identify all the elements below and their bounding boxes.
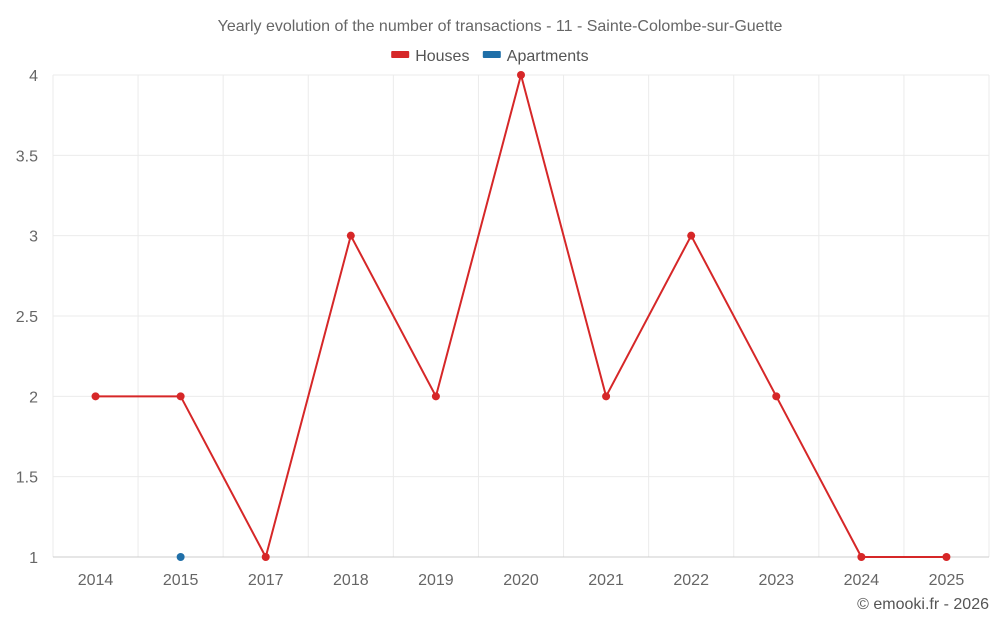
y-tick-label: 4 <box>29 68 38 85</box>
legend-item-houses[interactable]: Houses <box>391 48 469 65</box>
y-tick-label: 3.5 <box>16 148 38 165</box>
credit-text: © emooki.fr - 2026 <box>857 596 989 613</box>
x-tick-label: 2021 <box>588 572 624 589</box>
data-point-houses[interactable] <box>772 392 781 401</box>
y-axis-ticks: 1 1.5 2 2.5 3 3.5 4 <box>16 68 38 567</box>
data-point-apartments[interactable] <box>176 553 185 561</box>
data-point-houses[interactable] <box>176 392 185 401</box>
data-point-houses[interactable] <box>942 553 951 561</box>
y-tick-label: 2.5 <box>16 309 38 326</box>
x-axis-ticks: 2014 2015 2017 2018 2019 2020 2021 2022 2023 2024… <box>78 572 965 589</box>
data-point-houses[interactable] <box>517 71 525 79</box>
legend-swatch <box>391 51 410 58</box>
grid <box>52 74 990 558</box>
chart-title: Yearly evolution of the number of transa… <box>218 18 783 35</box>
y-tick-label: 1.5 <box>16 470 38 487</box>
series-layer <box>91 71 951 561</box>
x-tick-label: 2014 <box>78 572 114 589</box>
data-point-houses[interactable] <box>91 392 100 401</box>
x-tick-label: 2022 <box>673 572 709 589</box>
series-apartments <box>176 553 185 561</box>
data-point-houses[interactable] <box>687 231 696 240</box>
legend-item-apartments[interactable]: Apartments <box>482 48 589 65</box>
data-point-houses[interactable] <box>857 553 866 561</box>
x-tick-label: 2017 <box>248 572 284 589</box>
y-tick-label: 1 <box>29 550 38 567</box>
legend-swatch <box>482 51 501 58</box>
data-point-houses[interactable] <box>431 392 440 401</box>
x-tick-label: 2024 <box>844 572 880 589</box>
x-tick-label: 2018 <box>333 572 369 589</box>
data-point-houses[interactable] <box>602 392 611 401</box>
data-point-houses[interactable] <box>346 231 355 240</box>
x-tick-label: 2023 <box>758 572 794 589</box>
y-tick-label: 2 <box>29 389 38 406</box>
x-tick-label: 2020 <box>503 572 539 589</box>
y-tick-label: 3 <box>29 229 38 246</box>
x-tick-label: 2015 <box>163 572 199 589</box>
x-tick-label: 2019 <box>418 572 454 589</box>
series-houses <box>91 71 951 561</box>
legend-label: Apartments <box>507 48 589 65</box>
legend: Houses Apartments <box>391 48 589 65</box>
x-tick-label: 2025 <box>929 572 965 589</box>
data-point-houses[interactable] <box>261 553 270 561</box>
legend-label: Houses <box>415 48 469 65</box>
